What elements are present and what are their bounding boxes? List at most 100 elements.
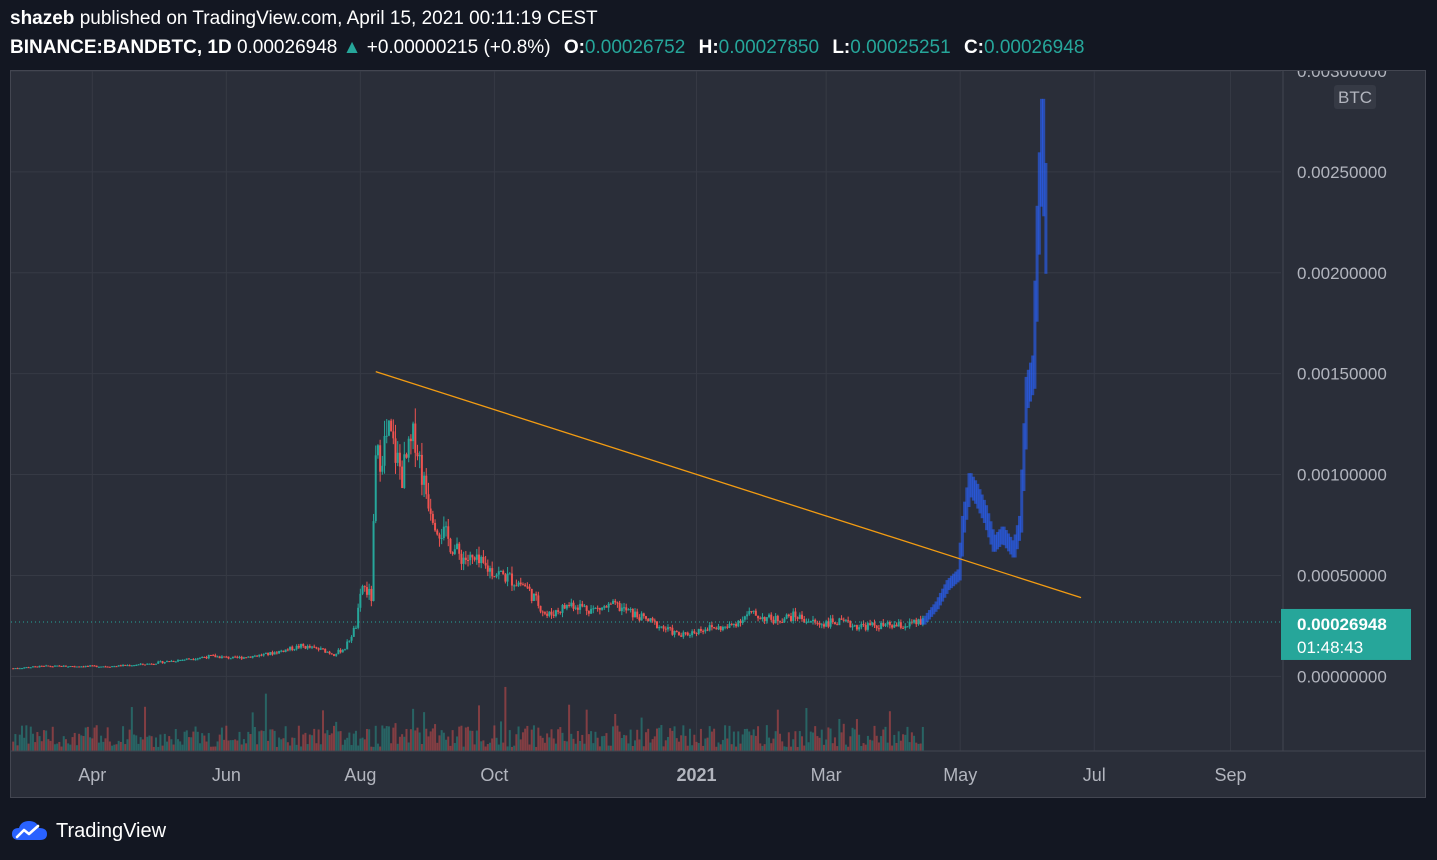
- candle-body: [609, 603, 612, 605]
- volume-bar: [491, 738, 494, 751]
- price-chart[interactable]: 0.00300000 0.00250000 0.00200000 0.00150000…: [11, 71, 1425, 797]
- volume-bar: [699, 728, 702, 751]
- volume-bar: [45, 730, 48, 751]
- volume-bar: [383, 728, 386, 751]
- volume-bar: [790, 746, 793, 751]
- candle-body: [515, 585, 518, 587]
- projection-bar: [1031, 355, 1035, 396]
- volume-bar: [833, 737, 836, 751]
- volume-bar: [807, 742, 810, 751]
- chart-pane[interactable]: 0.00300000 0.00250000 0.00200000 0.00150000…: [10, 70, 1426, 798]
- time-tick-label: Aug: [344, 765, 376, 785]
- candle-body: [330, 653, 333, 655]
- trendline: [375, 371, 1082, 599]
- volume-bar: [902, 734, 905, 751]
- volume-bar: [289, 745, 292, 751]
- candle-body: [831, 618, 834, 623]
- volume-bar: [42, 730, 45, 751]
- candle-body: [561, 605, 564, 613]
- brand-footer[interactable]: TradingView: [10, 816, 166, 846]
- projection-bar: [1000, 526, 1004, 545]
- candle-body: [499, 570, 502, 572]
- volume-bar: [251, 712, 254, 751]
- candle-body: [787, 614, 790, 617]
- volume-bar: [510, 746, 513, 751]
- volume-bar: [706, 737, 709, 751]
- candle-body: [741, 619, 744, 623]
- candle-body: [392, 431, 395, 439]
- volume-bar: [541, 737, 544, 751]
- volume-bar: [563, 740, 566, 751]
- volume-bar: [370, 746, 373, 751]
- candle-body: [216, 656, 219, 658]
- candle-body: [891, 625, 894, 628]
- candle-body: [631, 609, 634, 618]
- candle-body: [190, 659, 193, 661]
- volume-bar: [831, 743, 834, 751]
- candle-body: [139, 663, 142, 665]
- candle-body: [133, 665, 136, 667]
- candle-body: [559, 611, 562, 613]
- candle-body: [144, 664, 147, 666]
- candle-body: [146, 663, 149, 665]
- volume-bar: [326, 730, 329, 751]
- volume-bar: [763, 744, 766, 751]
- candle-body: [324, 648, 327, 653]
- candle-body: [772, 619, 775, 624]
- projection-bar: [980, 494, 984, 519]
- candle-body: [671, 627, 674, 635]
- candle-body: [541, 611, 544, 613]
- candle-body: [658, 626, 661, 629]
- candle-body: [587, 610, 590, 614]
- volume-bar: [539, 735, 542, 751]
- candle-body: [458, 543, 461, 554]
- candle-body: [25, 667, 28, 669]
- low-label: L:: [832, 37, 851, 58]
- volume-bar: [570, 733, 573, 751]
- projection-bar: [969, 473, 973, 498]
- volume-bar: [798, 731, 801, 751]
- candle-body: [805, 621, 808, 623]
- volume-bar: [513, 745, 516, 751]
- volume-bar: [332, 725, 335, 751]
- volume-bar: [113, 744, 116, 751]
- volume-bar: [245, 743, 248, 751]
- projection-bar: [930, 607, 934, 617]
- author-name[interactable]: shazeb: [10, 8, 75, 29]
- candle-body: [218, 656, 221, 659]
- volume-bar: [732, 731, 735, 751]
- volume-bar: [401, 734, 404, 751]
- volume-bar: [877, 742, 880, 751]
- candle-body: [405, 454, 408, 458]
- candle-body: [251, 655, 254, 658]
- candle-body: [919, 619, 922, 625]
- candle-body: [170, 660, 173, 662]
- volume-bar: [469, 730, 472, 751]
- volume-bar: [677, 741, 680, 751]
- price-tick-label: 0.00000000: [1297, 667, 1387, 686]
- volume-bar: [675, 738, 678, 751]
- candle-body: [376, 445, 379, 456]
- candle-body: [242, 657, 245, 659]
- candle-body: [291, 646, 294, 650]
- candle-body: [434, 522, 437, 531]
- volume-bar: [20, 725, 23, 751]
- volume-bar: [49, 740, 52, 751]
- candle-body: [412, 423, 415, 442]
- volume-bar: [631, 745, 634, 751]
- candle-body: [524, 584, 527, 587]
- volume-bar: [601, 736, 604, 751]
- candle-body: [102, 666, 105, 668]
- volume-bar: [359, 738, 362, 751]
- volume-bar: [311, 735, 314, 751]
- projection-bar: [989, 521, 993, 545]
- volume-bar: [827, 727, 830, 751]
- volume-bar: [354, 730, 357, 751]
- brand-name[interactable]: TradingView: [56, 819, 167, 842]
- candle-body: [836, 624, 839, 626]
- candle-body: [803, 619, 806, 623]
- candle-body: [517, 582, 520, 586]
- symbol-label[interactable]: BINANCE:BANDBTC, 1D: [10, 37, 232, 58]
- candle-body: [526, 586, 529, 588]
- candle-body: [521, 584, 524, 586]
